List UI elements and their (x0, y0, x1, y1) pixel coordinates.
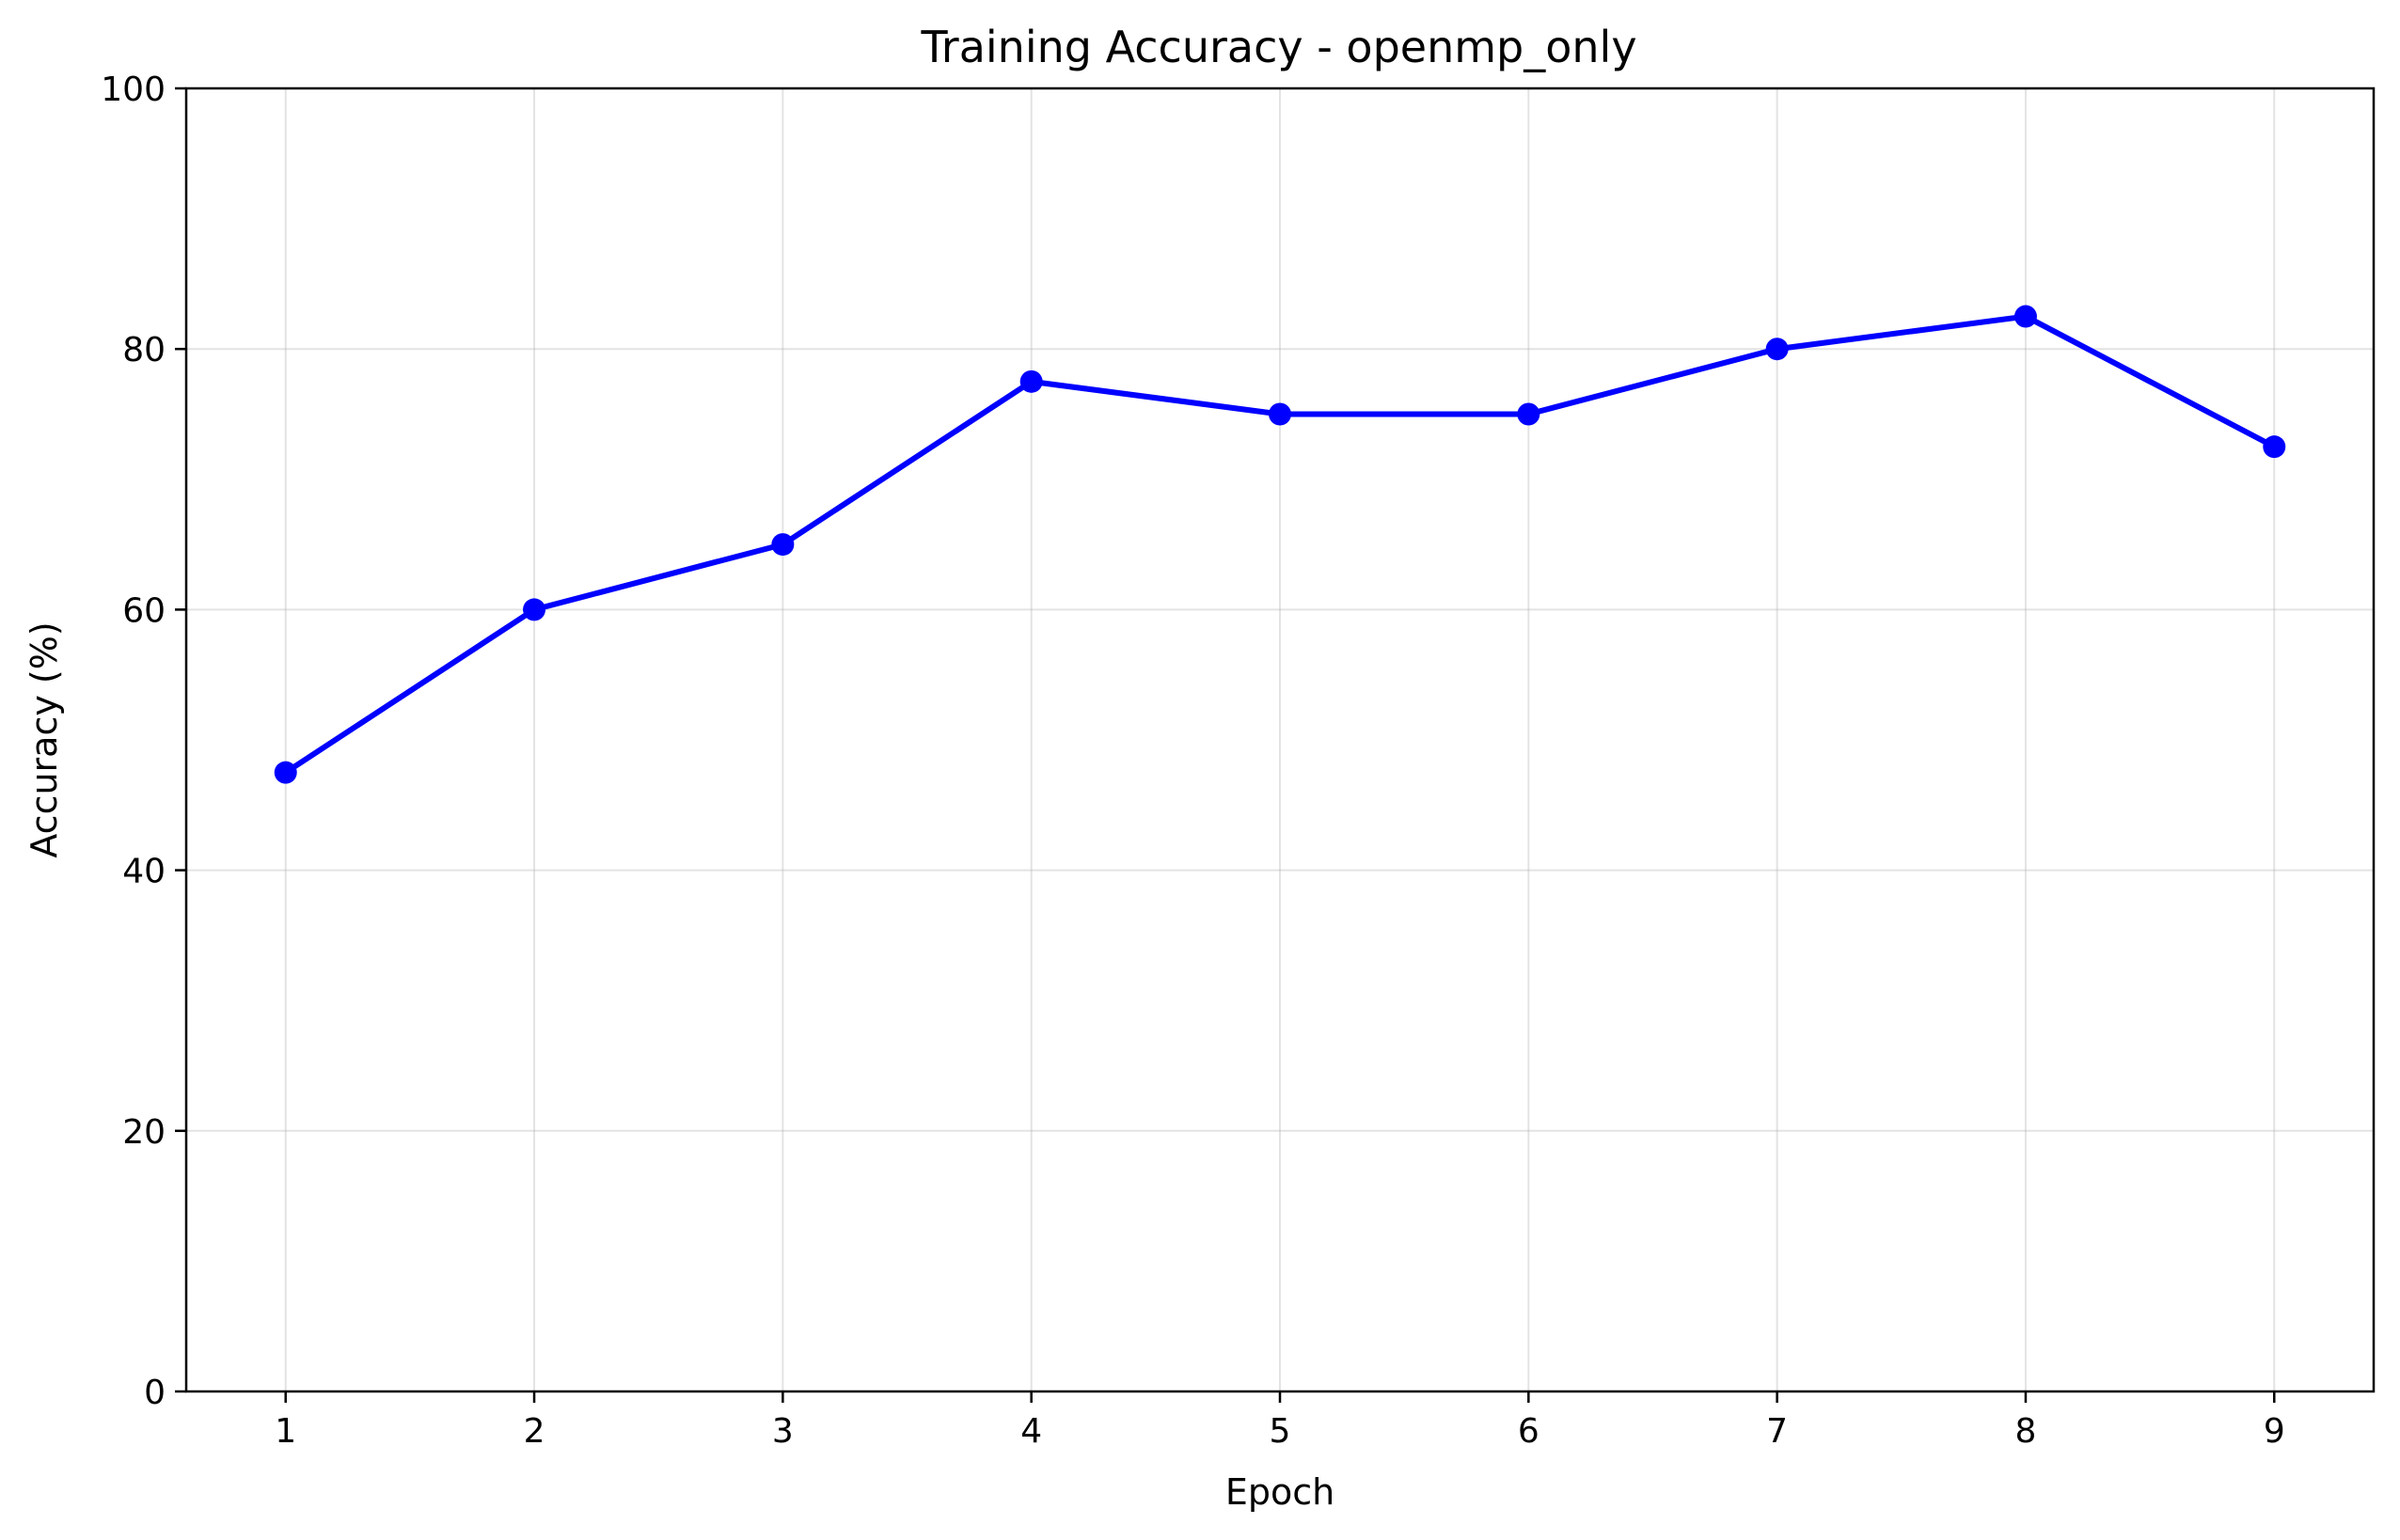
y-axis-ticks: 0 20 40 60 80 100 (101, 71, 186, 1412)
data-point (1269, 402, 1291, 426)
y-tick-label: 60 (122, 591, 166, 630)
data-point (2013, 305, 2037, 328)
data-point (1019, 369, 1043, 393)
x-tick-label: 6 (1518, 1412, 1539, 1451)
x-tick-label: 5 (1270, 1412, 1291, 1451)
series-points-group (274, 305, 2286, 784)
x-tick-label: 8 (2015, 1412, 2037, 1451)
chart-title: Training Accuracy - openmp_only (920, 22, 1636, 72)
x-tick-label: 4 (1020, 1412, 1042, 1451)
data-point (523, 598, 546, 621)
x-tick-label: 7 (1766, 1412, 1788, 1451)
x-tick-label: 1 (275, 1412, 296, 1451)
y-tick-label: 0 (144, 1374, 166, 1412)
x-tick-label: 3 (772, 1412, 794, 1451)
data-point (1517, 402, 1540, 426)
y-tick-label: 20 (122, 1113, 166, 1152)
x-tick-label: 2 (524, 1412, 545, 1451)
x-axis-label: Epoch (1225, 1471, 1334, 1513)
y-axis-label: Accuracy (%) (24, 621, 65, 857)
x-axis-ticks: 1 2 3 4 5 6 7 8 9 (275, 1391, 2285, 1451)
y-tick-label: 100 (101, 71, 166, 109)
y-tick-label: 40 (122, 853, 166, 891)
data-point (274, 761, 297, 784)
grid-lines (186, 87, 2374, 1392)
data-point (1765, 338, 1789, 361)
x-tick-label: 9 (2264, 1412, 2285, 1451)
data-point (2263, 435, 2286, 459)
y-tick-label: 80 (122, 331, 166, 369)
data-point (771, 533, 795, 557)
